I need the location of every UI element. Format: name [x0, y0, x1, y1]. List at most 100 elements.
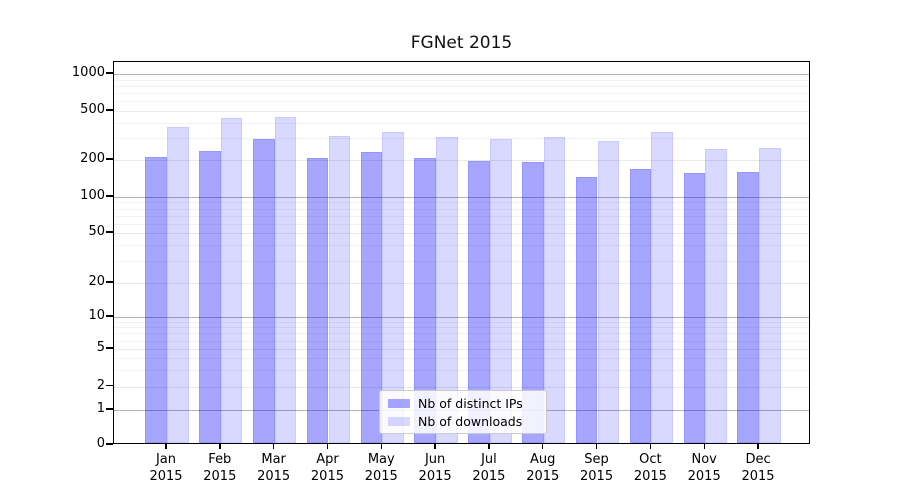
x-tick-label: Nov 2015	[672, 451, 736, 485]
y-tick-mark	[106, 195, 113, 197]
x-tick-label: Jun 2015	[403, 451, 467, 485]
x-tick-label: Dec 2015	[726, 451, 790, 485]
gridline-minor	[114, 369, 809, 371]
y-tick-mark	[106, 281, 113, 283]
bar	[274, 117, 297, 443]
y-tick-label: 2	[96, 377, 105, 393]
x-tick-label-year: 2015	[472, 469, 506, 484]
bar	[167, 127, 189, 443]
y-tick-label: 1000	[71, 65, 105, 80]
x-tick-label-month: Jan	[155, 452, 177, 467]
legend-item: Nb of distinct IPs	[388, 396, 538, 411]
gridline-major	[114, 233, 809, 234]
gridline-minor	[114, 215, 809, 217]
y-tick-mark	[106, 231, 113, 233]
x-tick-label-month: May	[367, 452, 395, 467]
x-tick-mark	[272, 444, 275, 449]
bar	[253, 139, 275, 443]
x-tick-label: Oct 2015	[618, 451, 682, 485]
gridline-major	[114, 386, 809, 388]
legend-swatch	[388, 416, 410, 426]
gridline-minor	[114, 85, 809, 87]
bar	[360, 152, 383, 443]
bar	[145, 157, 167, 443]
x-tick-mark	[757, 444, 759, 449]
x-tick-label-year: 2015	[203, 469, 237, 484]
y-tick-label: 200	[80, 151, 105, 166]
bar	[414, 158, 436, 443]
y-tick-label: 50	[88, 224, 105, 239]
gridline-major	[114, 74, 809, 75]
x-tick-label: Sep 2015	[565, 451, 629, 485]
x-tick-mark	[703, 444, 705, 449]
y-tick-label: 100	[80, 188, 105, 203]
x-tick-label-year: 2015	[418, 469, 452, 484]
bar	[522, 162, 544, 443]
x-tick-label-year: 2015	[741, 469, 775, 484]
bar	[705, 148, 727, 443]
x-tick-mark	[488, 444, 490, 449]
bar	[543, 137, 566, 443]
gridline-minor	[114, 245, 809, 247]
x-tick-mark	[380, 444, 382, 449]
x-tick-label: Aug 2015	[511, 451, 575, 485]
plot-area: Nb of distinct IPs Nb of downloads	[113, 61, 810, 444]
gridline-minor	[114, 79, 809, 81]
x-tick-label-month: Nov	[691, 452, 717, 467]
gridline-minor	[114, 333, 809, 335]
legend-label: Nb of downloads	[418, 413, 523, 429]
gridline-minor	[114, 260, 809, 262]
x-tick-label-year: 2015	[364, 469, 398, 484]
x-tick-label: May 2015	[349, 451, 413, 485]
y-tick-mark	[106, 72, 113, 74]
x-tick-label: Apr 2015	[295, 451, 359, 485]
gridline-minor	[114, 321, 809, 323]
y-tick-label: 5	[96, 340, 105, 355]
legend-swatch	[388, 398, 410, 408]
x-tick-label-year: 2015	[310, 469, 344, 484]
gridline-major	[114, 317, 809, 318]
x-tick-label: Mar 2015	[242, 451, 306, 485]
bar	[651, 132, 673, 443]
gridline-minor	[114, 122, 809, 124]
bar	[490, 139, 512, 443]
x-tick-label-month: Jun	[424, 452, 446, 467]
bar	[220, 118, 243, 443]
x-tick-label-month: Jul	[481, 452, 497, 467]
bar	[468, 161, 490, 443]
x-tick-mark	[219, 444, 221, 449]
y-tick-label: 0	[96, 436, 105, 451]
x-tick-label-year: 2015	[526, 469, 560, 484]
gridline-major	[114, 111, 809, 112]
x-tick-label-year: 2015	[149, 469, 183, 484]
x-tick-mark	[165, 444, 167, 449]
gridline-major	[114, 160, 809, 161]
y-tick-mark	[106, 315, 113, 317]
bar	[306, 158, 329, 443]
x-tick-label-year: 2015	[633, 469, 667, 484]
y-tick-label: 500	[80, 102, 105, 117]
bar	[328, 136, 351, 443]
gridline-major	[114, 283, 809, 284]
bar	[737, 171, 759, 443]
legend-item: Nb of downloads	[388, 414, 538, 429]
chart-title: FGNet 2015	[410, 33, 513, 53]
legend: Nb of distinct IPs Nb of downloads	[379, 390, 547, 434]
gridline-minor	[114, 101, 809, 103]
gridline-minor	[114, 138, 809, 140]
gridline-major	[114, 349, 809, 350]
gridline-minor	[114, 358, 809, 360]
y-tick-mark	[106, 347, 113, 349]
x-tick-label-month: Aug	[530, 452, 556, 467]
x-tick-mark	[542, 444, 544, 449]
x-tick-label-month: Feb	[208, 452, 232, 467]
gridline-minor	[114, 202, 809, 204]
bar	[629, 169, 652, 443]
y-tick-mark	[106, 408, 113, 410]
y-tick-label: 20	[88, 274, 105, 289]
x-tick-label-year: 2015	[687, 469, 721, 484]
gridline-minor	[114, 327, 809, 329]
bar	[382, 132, 404, 443]
gridline-minor	[114, 340, 809, 342]
